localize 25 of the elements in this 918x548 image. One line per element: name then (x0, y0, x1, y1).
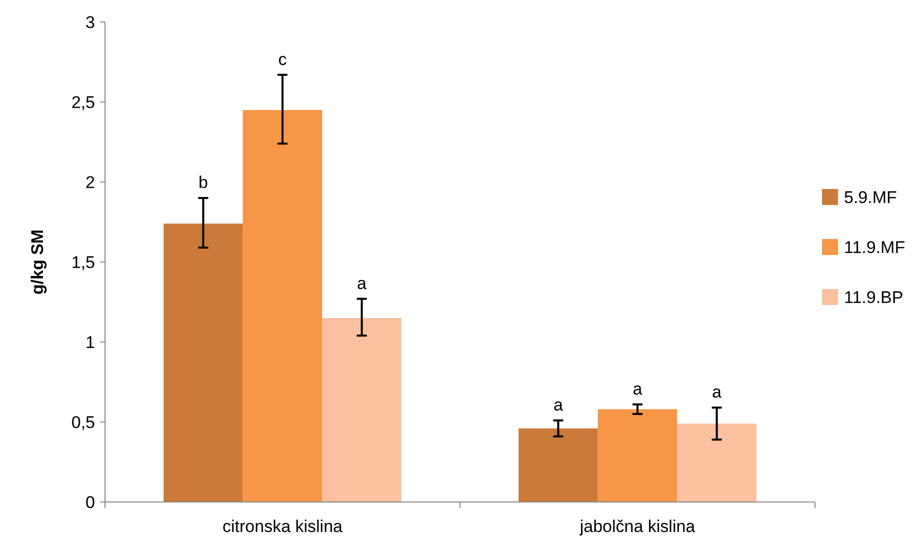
annotation: a (632, 379, 643, 398)
legend-label: 11.9.BP (844, 288, 904, 307)
y-tick-label: 3 (86, 12, 95, 32)
annotation: b (198, 173, 208, 192)
y-tick-label: 2,5 (71, 92, 95, 112)
y-tick-label: 2 (86, 172, 95, 192)
bar (242, 110, 322, 502)
bar (677, 424, 756, 502)
bar (322, 318, 402, 502)
y-tick-label: 1,5 (71, 252, 95, 272)
y-tick-label: 0 (86, 492, 95, 512)
y-tick-label: 0,5 (71, 412, 95, 432)
legend-label: 11.9.MF (844, 238, 906, 257)
y-tick-label: 1 (86, 332, 95, 352)
annotation: a (357, 274, 368, 293)
x-tick-label: jabolčna kislina (578, 517, 696, 536)
annotation: a (712, 382, 722, 402)
legend-label: 5.9.MF (844, 188, 897, 207)
annotation: a (553, 395, 564, 414)
annotation: c (278, 50, 288, 69)
x-tick-label: citronska kislina (222, 517, 344, 536)
y-axis-title: g/kg SM (28, 229, 47, 295)
bar (518, 428, 598, 502)
bar (598, 409, 678, 502)
bar (164, 224, 243, 502)
